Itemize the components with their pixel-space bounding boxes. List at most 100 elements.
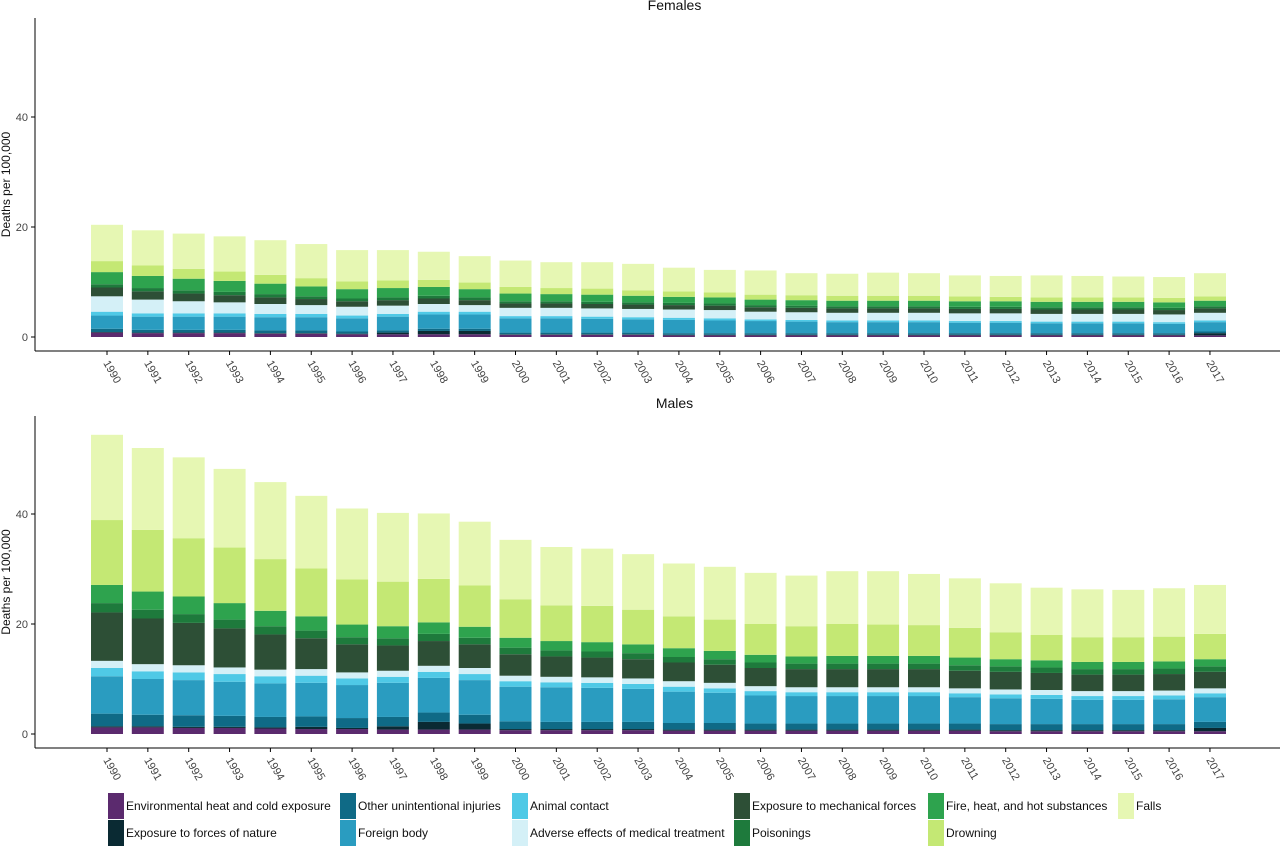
- bar-segment-adverse-effects-of-medical-treatment: [908, 312, 940, 321]
- bar-segment-exposure-to-forces-of-nature: [1071, 334, 1104, 336]
- bar-segment-exposure-to-mechanical-forces: [254, 634, 287, 670]
- bar-segment-other-unintentional-injuries: [989, 333, 1022, 335]
- bar-segment-adverse-effects-of-medical-treatment: [376, 670, 409, 677]
- bar-segment-falls: [744, 270, 777, 295]
- bar-segment-fire-heat-and-hot-substances: [417, 286, 450, 296]
- bar-segment-foreign-body: [91, 676, 123, 714]
- bar-segment-poisonings: [91, 603, 123, 613]
- bar-segment-fire-heat-and-hot-substances: [867, 655, 900, 664]
- bar-segment-environmental-heat-and-cold-exposure: [254, 333, 287, 337]
- bar-segment-adverse-effects-of-medical-treatment: [581, 308, 614, 317]
- bar-segment-poisonings: [826, 663, 859, 670]
- bar-segment-other-unintentional-injuries: [1112, 333, 1145, 335]
- bar-segment-falls: [1112, 589, 1145, 638]
- bar-segment-exposure-to-forces-of-nature: [622, 729, 655, 731]
- bar-segment-exposure-to-mechanical-forces: [417, 298, 450, 304]
- bar-segment-falls: [989, 275, 1022, 297]
- bar-segment-falls: [1153, 588, 1186, 637]
- bar-segment-animal-contact: [1153, 322, 1186, 324]
- bar-segment-falls: [499, 539, 532, 600]
- bar-segment-falls: [744, 572, 777, 624]
- bar-segment-falls: [662, 267, 695, 292]
- bar-segment-exposure-to-mechanical-forces: [908, 308, 940, 313]
- x-tick-label: 2007: [795, 756, 818, 783]
- bar-segment-exposure-to-mechanical-forces: [499, 654, 532, 676]
- bar-segment-fire-heat-and-hot-substances: [172, 596, 205, 615]
- bar-segment-poisonings: [336, 298, 369, 302]
- bar-segment-other-unintentional-injuries: [91, 328, 123, 333]
- bar-segment-exposure-to-mechanical-forces: [295, 299, 328, 306]
- bar-segment-exposure-to-mechanical-forces: [622, 659, 655, 679]
- bar-segment-exposure-to-forces-of-nature: [1194, 333, 1226, 336]
- bar-segment-adverse-effects-of-medical-treatment: [581, 677, 614, 683]
- legend-label: Animal contact: [530, 799, 609, 813]
- legend-item: Foreign body: [340, 820, 428, 846]
- x-tick-label: 2000: [509, 756, 532, 783]
- bar-segment-fire-heat-and-hot-substances: [1153, 661, 1186, 669]
- bar-segment-falls: [1071, 275, 1104, 298]
- bar-segment-drowning: [131, 265, 164, 276]
- x-tick-label: 2010: [917, 359, 940, 386]
- bar-segment-foreign-body: [458, 680, 491, 715]
- bar-segment-exposure-to-forces-of-nature: [703, 334, 736, 336]
- bar-segment-fire-heat-and-hot-substances: [1153, 302, 1186, 308]
- bar-segment-fire-heat-and-hot-substances: [1030, 301, 1063, 308]
- bar-segment-exposure-to-forces-of-nature: [581, 334, 614, 335]
- bar-segment-animal-contact: [1071, 696, 1104, 700]
- bar-segment-foreign-body: [540, 687, 573, 722]
- bar-segment-environmental-heat-and-cold-exposure: [499, 730, 532, 734]
- bar-segment-other-unintentional-injuries: [295, 716, 328, 727]
- bar-segment-adverse-effects-of-medical-treatment: [499, 307, 532, 317]
- bar-segment-drowning: [295, 278, 328, 287]
- bar-segment-fire-heat-and-hot-substances: [948, 301, 981, 307]
- bar-segment-adverse-effects-of-medical-treatment: [172, 301, 205, 314]
- legend-label: Fire, heat, and hot substances: [946, 799, 1108, 813]
- bar-segment-exposure-to-mechanical-forces: [948, 670, 981, 689]
- bar-segment-other-unintentional-injuries: [744, 333, 777, 335]
- bar-segment-foreign-body: [499, 686, 532, 722]
- bar-segment-exposure-to-mechanical-forces: [376, 300, 409, 306]
- bar-segment-poisonings: [254, 626, 287, 635]
- bar-segment-animal-contact: [172, 672, 205, 681]
- bar-segment-fire-heat-and-hot-substances: [1112, 661, 1145, 670]
- bar-segment-exposure-to-mechanical-forces: [989, 671, 1022, 690]
- bar-segment-animal-contact: [948, 321, 981, 323]
- bar-segment-drowning: [336, 579, 369, 625]
- bar-segment-fire-heat-and-hot-substances: [581, 642, 614, 652]
- bar-segment-exposure-to-forces-of-nature: [336, 727, 369, 730]
- legend-item: Other unintentional injuries: [340, 793, 501, 819]
- bar-segment-foreign-body: [908, 696, 940, 724]
- bar-segment-animal-contact: [91, 311, 123, 316]
- bar-segment-foreign-body: [1030, 698, 1063, 725]
- bar-segment-exposure-to-mechanical-forces: [662, 662, 695, 682]
- bar-segment-falls: [499, 260, 532, 287]
- bar-segment-exposure-to-forces-of-nature: [1030, 730, 1063, 732]
- bar-segment-environmental-heat-and-cold-exposure: [213, 333, 246, 337]
- bar-segment-drowning: [254, 559, 287, 611]
- legend-item: Poisonings: [734, 820, 811, 846]
- bar-segment-poisonings: [1112, 669, 1145, 675]
- legend-swatch: [340, 793, 356, 819]
- bar-segment-animal-contact: [622, 317, 655, 320]
- panel-title: Females: [648, 0, 702, 13]
- bar-segment-drowning: [91, 520, 123, 585]
- legend-item: Fire, heat, and hot substances: [928, 793, 1107, 819]
- bar-segment-foreign-body: [131, 316, 164, 330]
- bar-segment-environmental-heat-and-cold-exposure: [1112, 335, 1145, 337]
- bar-segment-animal-contact: [1030, 321, 1063, 324]
- bar-segment-environmental-heat-and-cold-exposure: [581, 730, 614, 734]
- bar-segment-fire-heat-and-hot-substances: [867, 300, 900, 307]
- bar-segment-falls: [1194, 584, 1226, 634]
- bar-segment-drowning: [1030, 297, 1063, 302]
- bar-segment-exposure-to-mechanical-forces: [785, 669, 818, 688]
- bar-segment-adverse-effects-of-medical-treatment: [91, 296, 123, 312]
- x-tick-label: 2013: [1040, 359, 1063, 386]
- x-tick-label: 2003: [631, 756, 654, 783]
- bar-segment-adverse-effects-of-medical-treatment: [1112, 313, 1145, 322]
- bar-segment-animal-contact: [336, 315, 369, 319]
- bar-segment-foreign-body: [785, 696, 818, 724]
- bar-segment-other-unintentional-injuries: [458, 328, 491, 331]
- bar-segment-poisonings: [581, 651, 614, 658]
- bar-segment-fire-heat-and-hot-substances: [1030, 660, 1063, 668]
- legend-label: Other unintentional injuries: [358, 799, 501, 813]
